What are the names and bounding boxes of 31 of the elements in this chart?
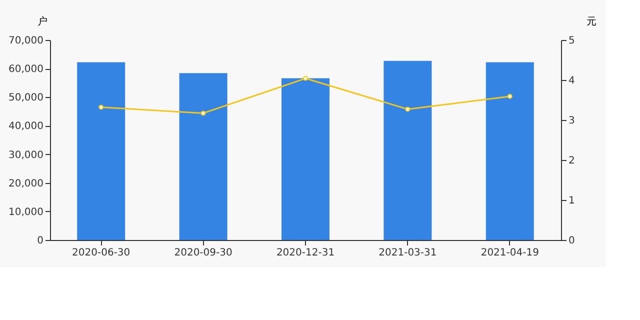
bar [77, 62, 126, 240]
y-tick-label: 30,000 [8, 150, 44, 161]
y2-tick-label: 2 [568, 156, 575, 166]
x-tick-label: 2020-12-31 [276, 248, 335, 258]
bar [486, 62, 534, 240]
point [303, 76, 308, 81]
y2-axis-title: 元 [586, 16, 596, 28]
y2-tick-label: 3 [568, 116, 575, 126]
y-tick-label: 50,000 [8, 92, 44, 104]
x-tick-label: 2021-04-19 [480, 248, 539, 258]
bar [282, 78, 330, 240]
x-tick-label: 2021-03-31 [378, 248, 437, 258]
point [507, 94, 512, 99]
point [98, 104, 104, 110]
y2-tick-label: 1 [568, 196, 575, 206]
y2-tick-label: 4 [568, 76, 575, 86]
y-tick-label: 20,000 [8, 178, 44, 190]
y-tick-label: 0 [37, 236, 44, 246]
y-tick-label: 60,000 [8, 64, 44, 76]
point [200, 110, 206, 116]
y-tick-label: 10,000 [8, 206, 44, 218]
y-axis-title: 户 [38, 16, 48, 28]
bar [384, 60, 432, 240]
x-tick-label: 2020-06-30 [72, 248, 130, 258]
y-tick-label: 40,000 [8, 121, 44, 132]
y2-tick-label: 5 [568, 36, 575, 46]
y-tick-label: 70,000 [8, 36, 44, 46]
y2-tick-label: 0 [568, 236, 575, 246]
bar [179, 73, 228, 240]
point [405, 106, 410, 112]
x-tick-label: 2020-09-30 [174, 248, 232, 258]
